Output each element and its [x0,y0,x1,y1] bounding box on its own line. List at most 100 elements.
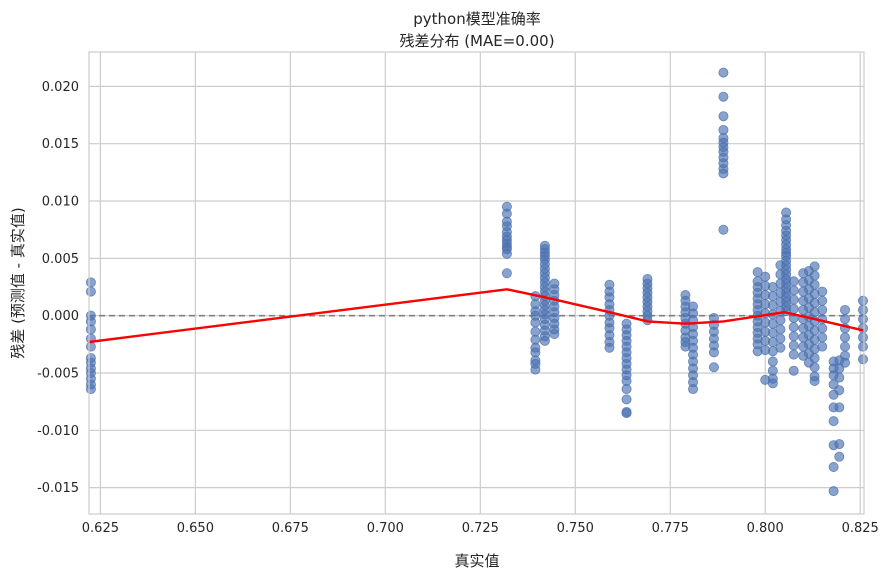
scatter-point [788,303,799,314]
x-tick-label: 0.725 [462,521,499,536]
point-cluster [718,67,729,235]
point-cluster [604,279,615,353]
scatter-point [85,384,96,395]
scatter-point [708,362,719,373]
point-cluster [501,201,512,279]
x-axis-label: 真实值 [454,552,499,570]
point-cluster [760,271,771,385]
scatter-point [718,168,729,179]
scatter-point [708,347,719,358]
scatter-point [549,329,560,340]
chart-subtitle: 残差分布 (MAE=0.00) [399,32,554,50]
scatter-point [809,261,820,272]
scatter-point [788,276,799,287]
scatter-points [85,67,869,497]
scatter-point [809,362,820,373]
scatter-point [775,315,786,326]
y-tick-label: -0.005 [37,366,79,381]
scatter-point [788,322,799,333]
point-cluster [752,267,763,357]
scatter-point [834,451,845,462]
scatter-point [788,340,799,351]
y-ticks: -0.015 -0.010 -0.005 0.000 0.005 0.010 0.015 0.… [37,80,79,496]
scatter-point [718,111,729,122]
y-tick-label: 0.020 [42,80,79,95]
x-tick-label: 0.825 [842,521,879,536]
plot-frame [88,51,865,515]
scatter-point [760,271,771,282]
scatter-point [858,295,869,306]
y-tick-label: 0.005 [42,252,79,267]
scatter-point [858,314,869,325]
point-cluster [621,318,632,419]
scatter-point [775,333,786,344]
scatter-point [501,248,512,259]
point-cluster [781,207,792,317]
scatter-point [788,349,799,360]
scatter-point [604,342,615,353]
point-cluster [539,240,550,346]
scatter-point [809,353,820,364]
point-cluster [840,304,851,368]
x-ticks: 0.625 0.650 0.675 0.700 0.725 0.750 0.775 0.800… [82,521,879,536]
scatter-point [85,341,96,352]
scatter-point [767,378,778,389]
scatter-point [788,285,799,296]
chart-title: python模型准确率 [413,10,540,28]
point-cluster [708,312,719,373]
x-tick-label: 0.650 [177,521,214,536]
scatter-point [788,331,799,342]
y-tick-label: -0.010 [37,424,79,439]
trend-layer [88,288,865,344]
point-cluster [549,278,560,340]
scatter-point [809,279,820,290]
trend-line [88,288,865,344]
scatter-point [817,323,828,334]
scatter-point [621,408,632,419]
scatter-point [858,332,869,343]
y-tick-label: 0.010 [42,195,79,210]
scatter-point [817,304,828,315]
scatter-point [834,372,845,383]
scatter-point [85,324,96,335]
scatter-point [817,332,828,343]
x-tick-label: 0.700 [367,521,404,536]
scatter-point [775,324,786,335]
scatter-point [840,357,851,368]
point-cluster [530,291,541,375]
scatter-point [501,268,512,279]
scatter-point [828,416,839,427]
scatter-point [809,376,820,387]
scatter-point [621,384,632,395]
scatter-point [688,384,699,395]
scatter-point [840,332,851,343]
scatter-point [817,341,828,352]
scatter-point [840,304,851,315]
scatter-point [840,341,851,352]
x-tick-label: 0.675 [272,521,309,536]
scatter-point [788,294,799,305]
point-cluster [767,282,778,389]
scatter-point [530,364,541,375]
scatter-point [834,385,845,396]
scatter-point [775,342,786,353]
point-cluster [834,355,845,462]
y-tick-label: 0.015 [42,137,79,152]
scatter-point [530,317,541,328]
scatter-point [718,67,729,78]
plot-area [89,52,864,514]
x-tick-label: 0.775 [652,521,689,536]
scatter-point [858,304,869,315]
scatter-point [718,224,729,235]
scatter-point [840,314,851,325]
x-tick-label: 0.750 [557,521,594,536]
point-cluster [85,277,96,395]
scatter-point [828,486,839,497]
x-tick-label: 0.800 [747,521,784,536]
y-axis-label: 残差 (预测值 - 真实值) [9,207,27,358]
scatter-point [539,335,550,346]
scatter-point [828,461,839,472]
scatter-point [767,356,778,367]
scatter-point [809,270,820,281]
